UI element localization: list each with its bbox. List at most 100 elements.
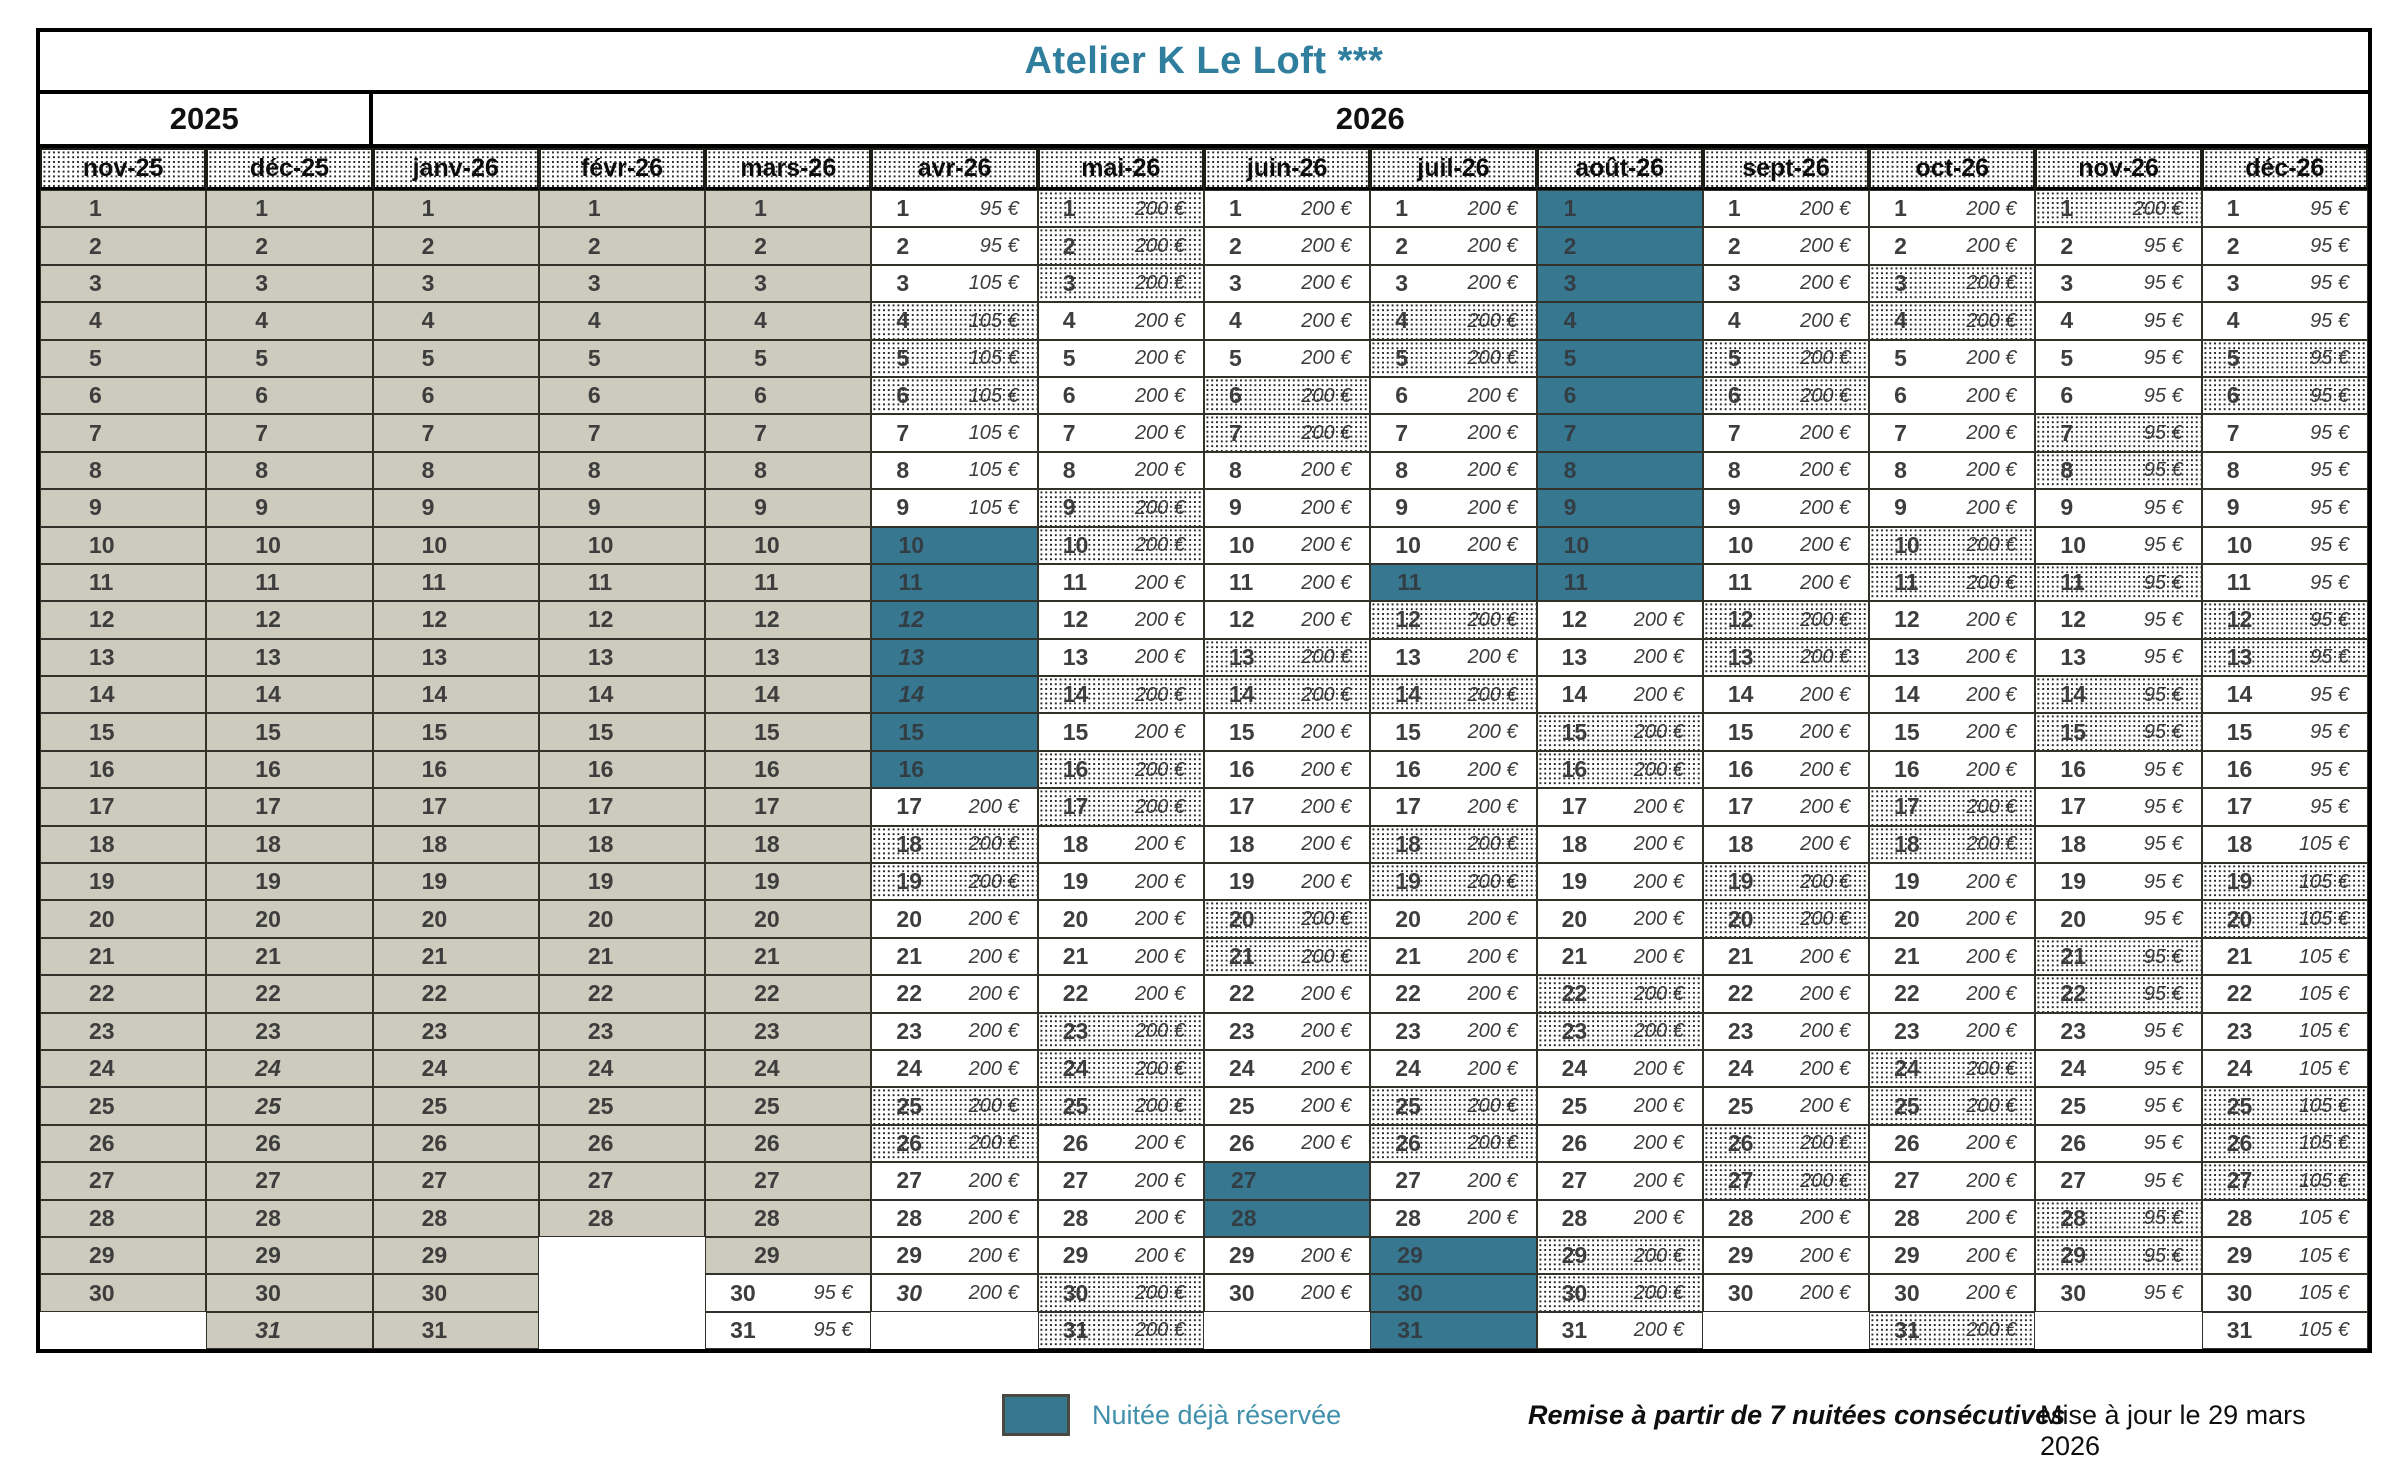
- day-price: 200 €: [1467, 908, 1518, 931]
- month-header: févr-26: [538, 148, 706, 190]
- day-cell: 17 95 €: [2201, 788, 2368, 826]
- day-price: 200 €: [968, 833, 1019, 856]
- month-header: juin-26: [1204, 148, 1371, 190]
- day-cell: 20 95 €: [2035, 900, 2202, 938]
- day-number: 2: [1229, 232, 1242, 259]
- day-price: 95 €: [2143, 571, 2183, 594]
- day-number: 23: [2226, 1017, 2253, 1044]
- day-number: 17: [2060, 793, 2087, 820]
- day-number: 15: [2060, 718, 2087, 745]
- day-price: 95 €: [2310, 496, 2349, 519]
- empty-cell: [538, 1311, 706, 1350]
- day-number: 8: [1395, 456, 1409, 483]
- day-cell: 13 95 €: [2201, 638, 2368, 677]
- day-cell: 6 200 €: [1869, 376, 2036, 415]
- day-price: 200 €: [1301, 309, 1352, 332]
- day-number: 13: [1894, 643, 1920, 670]
- month-column-janv-26: janv-26 1 2 3 4 5 6 7 8 9 10 11 12 13 14 15 16 17 18 19 20 21…: [372, 148, 539, 1350]
- day-price: 200 €: [1800, 1057, 1851, 1080]
- day-number: 25: [89, 1092, 115, 1119]
- day-cell: 23 200 €: [1869, 1012, 2036, 1050]
- day-cell: 17 200 €: [1204, 788, 1371, 826]
- day-price: 95 €: [2143, 758, 2183, 781]
- day-cell: 6 95 €: [2201, 376, 2368, 415]
- day-cell: 20 200 €: [1536, 900, 1703, 938]
- day-number: 15: [1062, 718, 1089, 745]
- day-number: 3: [587, 269, 601, 296]
- day-number: 22: [1062, 980, 1089, 1007]
- day-price: 200 €: [1633, 683, 1684, 706]
- day-price: 200 €: [1633, 1020, 1684, 1043]
- day-price: 200 €: [1301, 384, 1352, 407]
- day-cell: 15 200 €: [1536, 713, 1703, 751]
- day-price: 95 €: [2143, 870, 2183, 893]
- day-number: 21: [587, 943, 614, 969]
- day-cell: 29 200 €: [1204, 1236, 1371, 1275]
- day-cell: 1: [206, 190, 373, 228]
- day-number: 25: [1395, 1092, 1421, 1119]
- day-number: 28: [1561, 1204, 1588, 1231]
- day-cell: 25: [538, 1087, 706, 1125]
- day-cell: 15: [40, 713, 207, 751]
- day-number: 8: [1727, 456, 1741, 483]
- day-number: 9: [89, 494, 102, 521]
- day-number: 3: [896, 269, 910, 296]
- day-cell: 30 200 €: [1204, 1274, 1371, 1312]
- day-price: 95 €: [2310, 683, 2349, 706]
- day-cell: 21 200 €: [1536, 937, 1703, 976]
- day-cell: 26: [206, 1124, 373, 1163]
- day-price: 200 €: [1966, 1020, 2017, 1043]
- day-number: 26: [587, 1129, 614, 1156]
- day-number: 19: [1727, 868, 1754, 895]
- day-number: 12: [1561, 606, 1588, 633]
- day-number: 1: [754, 195, 767, 222]
- day-number: 1: [89, 195, 102, 222]
- day-price: 95 €: [2310, 422, 2349, 445]
- day-cell: 19: [372, 863, 539, 901]
- day-cell: 25 200 €: [1370, 1087, 1537, 1125]
- day-price: 95 €: [2143, 1207, 2183, 1230]
- day-number: 22: [587, 980, 614, 1007]
- day-price: 200 €: [1467, 534, 1518, 557]
- day-price: 105 €: [968, 272, 1019, 295]
- day-number: 6: [1062, 382, 1076, 409]
- day-cell: 3: [372, 264, 539, 303]
- day-price: 95 €: [2143, 1132, 2183, 1155]
- day-number: 3: [89, 269, 102, 296]
- day-number: 6: [1563, 382, 1577, 409]
- day-cell: 10 200 €: [1869, 526, 2036, 564]
- day-cell: 19: [40, 863, 207, 901]
- day-cell: 24 200 €: [1370, 1049, 1537, 1088]
- day-number: 11: [898, 569, 923, 596]
- day-number: 6: [754, 382, 767, 409]
- day-number: 16: [1727, 756, 1754, 783]
- day-number: 24: [1561, 1055, 1588, 1082]
- day-cell: 18 200 €: [1869, 825, 2036, 864]
- day-cell: 9 200 €: [1037, 489, 1204, 527]
- day-cell: 26: [40, 1124, 207, 1163]
- day-cell: 20: [538, 900, 706, 938]
- day-cell: 27: [372, 1162, 539, 1200]
- day-price: 200 €: [1467, 982, 1518, 1005]
- day-cell: 11: [40, 563, 207, 602]
- day-price: 200 €: [1800, 384, 1851, 407]
- day-number: 5: [1563, 344, 1577, 371]
- empty-cell: [538, 1236, 706, 1275]
- day-cell: 12 200 €: [1869, 601, 2036, 639]
- day-number: 5: [89, 344, 102, 371]
- day-number: 27: [1062, 1167, 1089, 1194]
- day-number: 13: [898, 643, 925, 670]
- day-cell: 29 200 €: [871, 1236, 1038, 1275]
- day-number: 3: [754, 269, 767, 296]
- day-price: 200 €: [1134, 721, 1185, 744]
- day-price: 95 €: [2143, 683, 2183, 706]
- day-number: 26: [89, 1129, 115, 1156]
- day-number: 4: [1727, 307, 1741, 334]
- day-price: 200 €: [1301, 683, 1352, 706]
- day-price: 200 €: [1966, 1282, 2017, 1305]
- day-cell: 3 200 €: [1204, 264, 1371, 303]
- day-cell: 30: [206, 1274, 373, 1312]
- day-number: 22: [1395, 980, 1421, 1007]
- day-number: 10: [1727, 531, 1754, 558]
- day-price: 200 €: [1467, 422, 1518, 445]
